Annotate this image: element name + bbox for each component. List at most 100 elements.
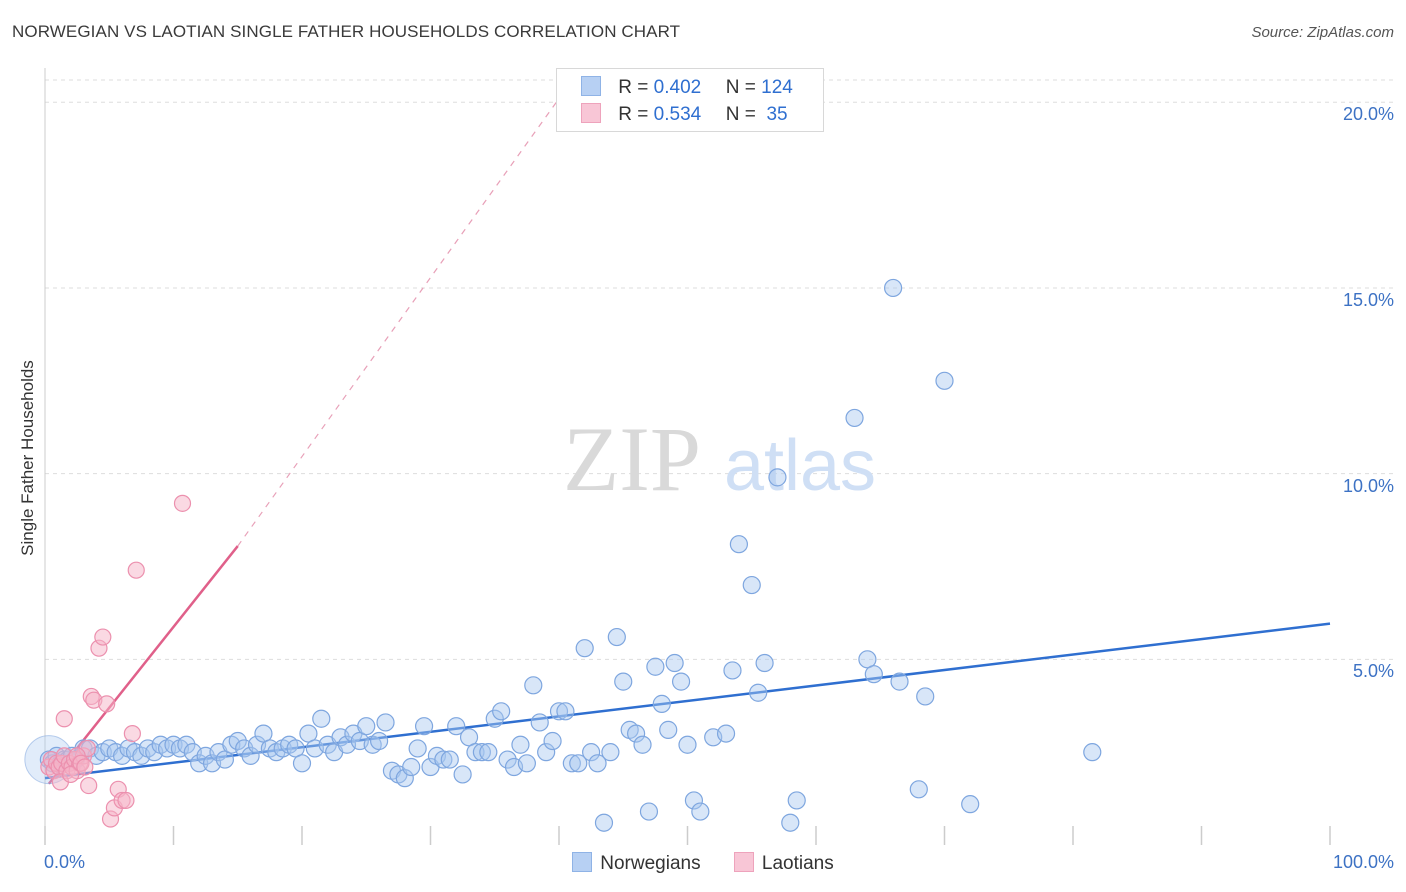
trendline-norwegians bbox=[44, 622, 1331, 780]
axis-layer bbox=[44, 68, 1331, 845]
data-point-norwegians bbox=[537, 743, 556, 762]
data-point-norwegians bbox=[678, 735, 697, 754]
data-point-norwegians bbox=[916, 687, 935, 706]
legend-label-norwegians: Norwegians bbox=[600, 853, 701, 874]
data-point-norwegians bbox=[781, 813, 800, 832]
watermark-zip: ZIP bbox=[563, 408, 701, 510]
correlation-legend: R = 0.402 N = 124 R = 0.534 N = 35 bbox=[556, 68, 824, 132]
grid-layer bbox=[45, 79, 1395, 660]
data-point-norwegians bbox=[434, 750, 453, 769]
data-point-norwegians bbox=[402, 757, 421, 777]
data-point-norwegians bbox=[408, 739, 427, 758]
data-point-laotians bbox=[80, 776, 98, 795]
data-point-norwegians bbox=[909, 780, 928, 799]
data-point-norwegians bbox=[395, 769, 414, 788]
data-point-norwegians bbox=[845, 408, 864, 428]
data-point-norwegians bbox=[961, 795, 980, 814]
x-tick-label-min: 0.0% bbox=[44, 852, 86, 872]
legend-r-value: 0.534 bbox=[653, 104, 702, 125]
y-tick-label: 10.0% bbox=[1342, 475, 1394, 496]
legend-swatch-pink bbox=[581, 103, 601, 123]
y-tick-label: 15.0% bbox=[1342, 289, 1394, 310]
legend-r-label: R = bbox=[618, 104, 649, 125]
data-point-norwegians bbox=[562, 754, 581, 773]
data-point-norwegians bbox=[177, 735, 196, 754]
data-point-norwegians bbox=[292, 754, 312, 773]
legend-swatch-blue bbox=[581, 76, 601, 96]
data-point-norwegians bbox=[312, 709, 331, 728]
data-point-norwegians bbox=[864, 665, 883, 684]
data-point-laotians bbox=[117, 791, 135, 810]
data-point-norwegians bbox=[479, 743, 498, 762]
data-point-norwegians bbox=[357, 717, 376, 736]
y-tick-label: 20.0% bbox=[1342, 104, 1394, 125]
data-point-norwegians bbox=[228, 731, 247, 751]
data-point-norwegians bbox=[466, 743, 485, 762]
data-point-norwegians bbox=[768, 468, 787, 487]
data-point-norwegians bbox=[370, 731, 389, 751]
data-point-norwegians bbox=[729, 535, 749, 554]
data-point-norwegians bbox=[665, 653, 684, 673]
data-point-norwegians bbox=[190, 754, 209, 773]
data-point-norwegians bbox=[659, 720, 678, 739]
data-point-laotians bbox=[123, 724, 141, 743]
legend-n-value: 35 bbox=[761, 104, 788, 125]
legend-n-label: N = bbox=[725, 77, 756, 98]
data-point-norwegians bbox=[582, 743, 601, 762]
legend-n-value: 124 bbox=[761, 77, 793, 98]
data-point-norwegians bbox=[633, 735, 652, 754]
data-point-norwegians bbox=[588, 754, 607, 773]
data-point-norwegians bbox=[607, 627, 626, 647]
legend-r-value: 0.402 bbox=[653, 77, 702, 98]
legend-label-laotians: Laotians bbox=[761, 853, 834, 874]
x-tick-label-max: 100.0% bbox=[1332, 852, 1394, 872]
chart-source: Source: ZipAtlas.com bbox=[1251, 24, 1394, 41]
legend-item-laotians[interactable]: Laotians bbox=[733, 852, 834, 875]
data-point-norwegians bbox=[684, 791, 704, 810]
data-point-norwegians bbox=[691, 802, 710, 821]
data-point-laotians bbox=[94, 628, 112, 646]
data-point-norwegians bbox=[453, 765, 472, 784]
data-point-laotians bbox=[55, 710, 73, 728]
data-point-norwegians bbox=[485, 709, 504, 728]
data-point-norwegians bbox=[511, 735, 530, 754]
legend-r-label: R = bbox=[618, 77, 649, 98]
data-point-norwegians bbox=[594, 813, 614, 832]
data-point-norwegians bbox=[517, 754, 536, 773]
legend-row-laotians: R = 0.534 N = 35 bbox=[581, 103, 788, 125]
trendline-laotians-extended bbox=[237, 98, 560, 547]
data-point-norwegians bbox=[749, 683, 768, 702]
watermark-atlas: atlas bbox=[724, 426, 876, 506]
data-point-norwegians bbox=[524, 676, 543, 695]
data-point-norwegians bbox=[492, 702, 511, 721]
data-point-norwegians bbox=[755, 653, 774, 673]
data-point-norwegians bbox=[543, 731, 562, 751]
data-point-norwegians bbox=[671, 672, 691, 691]
legend-row-norwegians: R = 0.402 N = 124 bbox=[581, 76, 793, 98]
data-point-norwegians bbox=[646, 657, 665, 676]
data-point-norwegians bbox=[556, 702, 575, 721]
data-point-norwegians bbox=[498, 750, 517, 769]
legend-item-norwegians[interactable]: Norwegians bbox=[572, 852, 701, 875]
data-point-norwegians bbox=[626, 724, 646, 743]
data-point-norwegians bbox=[447, 717, 466, 736]
data-point-norwegians bbox=[575, 639, 594, 658]
data-point-norwegians bbox=[1083, 743, 1102, 762]
points-layer bbox=[24, 278, 1102, 832]
data-point-norwegians bbox=[614, 672, 633, 691]
data-point-laotians bbox=[62, 765, 80, 784]
data-point-norwegians bbox=[376, 713, 395, 732]
data-point-norwegians bbox=[935, 371, 954, 390]
data-point-norwegians bbox=[883, 278, 903, 298]
chart-title: NORWEGIAN VS LAOTIAN SINGLE FATHER HOUSE… bbox=[12, 22, 681, 41]
data-point-norwegians bbox=[787, 791, 806, 810]
data-point-norwegians bbox=[414, 717, 434, 736]
data-point-norwegians bbox=[549, 702, 569, 721]
data-point-laotians bbox=[127, 561, 145, 579]
data-point-norwegians bbox=[723, 661, 742, 680]
data-point-norwegians bbox=[639, 802, 659, 821]
data-point-norwegians bbox=[569, 754, 588, 773]
data-point-norwegians bbox=[890, 672, 909, 691]
data-point-norwegians bbox=[530, 713, 549, 732]
